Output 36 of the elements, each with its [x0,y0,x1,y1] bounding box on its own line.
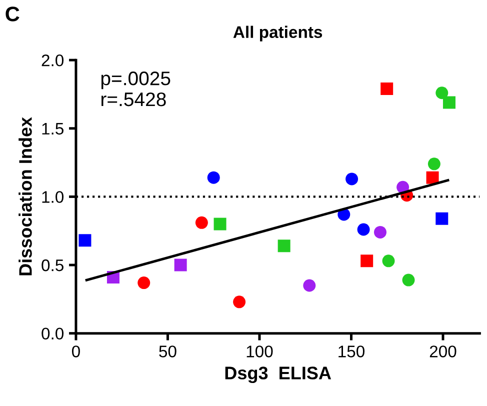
y-tick-label: 1.0 [42,191,64,203]
x-axis-title: Dsg3 ELISA [225,366,332,384]
point [214,218,226,230]
x-tick-label: 100 [246,346,273,358]
point [233,296,246,308]
point [428,158,440,170]
point [380,82,394,96]
point [346,172,358,186]
x-tick-label: 0 [72,346,80,358]
y-tick-label: 0.0 [42,328,64,340]
y-axis-title: Dissociation Index [18,117,32,276]
annotation: p=.0025 r=.5428 [101,72,170,106]
point [138,276,150,290]
y-tick-label: 0.5 [42,259,64,272]
point [303,279,316,292]
point [174,258,187,272]
point [278,240,290,252]
x-tick-label: 150 [338,346,364,358]
point [442,96,456,109]
point [360,254,374,268]
point [195,216,208,229]
y-tick-label: 2.0 [42,54,64,66]
y-tick-label: 1.5 [42,122,64,135]
point [382,254,395,268]
point [374,226,386,238]
text: C [6,6,20,22]
point [78,234,92,247]
point [357,223,370,236]
x-tick-label: 50 [159,346,176,358]
chart-title: All patients [233,26,322,42]
point [436,212,448,225]
point [207,171,220,184]
point [402,274,415,286]
point [426,171,439,184]
point [436,86,448,100]
x-tick-label: 200 [430,346,456,358]
